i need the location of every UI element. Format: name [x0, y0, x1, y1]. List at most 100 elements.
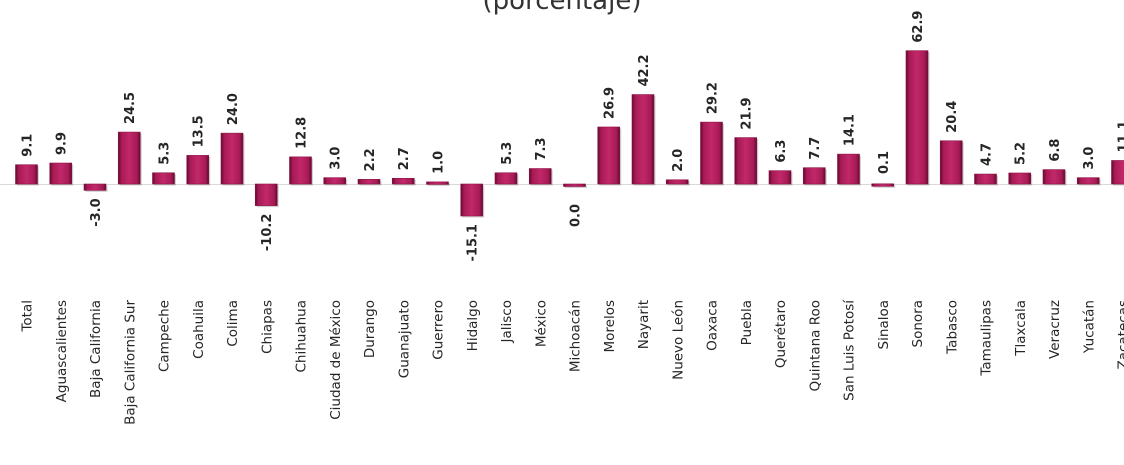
value-label-puebla: 21.9: [740, 97, 755, 129]
bar-jalisco: [494, 172, 518, 185]
category-label-jalisco: Jalisco: [499, 300, 515, 343]
category-label-baja-california-sur: Baja California Sur: [122, 300, 138, 425]
bar-baja-california-sur: [117, 131, 141, 185]
bar-chiapas: [254, 183, 278, 206]
value-label-coahuila: 13.5: [192, 115, 207, 147]
bar-aguascalientes: [49, 162, 73, 185]
bar-coahuila: [186, 155, 210, 185]
value-label-jalisco: 5.3: [500, 142, 515, 165]
bar-guanajuato: [391, 177, 415, 185]
value-label-hidalgo: -15.1: [466, 224, 481, 261]
bar-sinaloa: [871, 183, 895, 187]
value-label-chiapas: -10.2: [260, 214, 275, 251]
bar-veracruz: [1042, 169, 1066, 185]
category-label-san-luis-potosi: San Luis Potosí: [842, 299, 858, 401]
category-label-oaxaca: Oaxaca: [705, 300, 721, 351]
value-labels-group: 9.1 9.9 -3.0 24.5 5.3 13.5 24.0 -10.2 12.8 3.0 2.2…: [21, 11, 1124, 262]
category-label-colima: Colima: [225, 300, 241, 347]
bar-mexico: [528, 168, 552, 185]
bar-hidalgo: [460, 183, 484, 217]
bar-tabasco: [939, 140, 963, 185]
value-label-durango: 2.2: [363, 148, 378, 171]
category-label-campeche: Campeche: [157, 300, 173, 372]
value-label-queretaro: 6.3: [774, 140, 789, 163]
category-label-veracruz: Veracruz: [1047, 300, 1063, 359]
bar-total: [15, 164, 38, 185]
category-label-puebla: Puebla: [739, 300, 755, 345]
value-label-guerrero: 1.0: [432, 151, 447, 174]
value-label-oaxaca: 29.2: [706, 82, 721, 114]
bar-tamaulipas: [974, 173, 997, 185]
category-label-sonora: Sonora: [910, 300, 926, 347]
bar-chihuahua: [289, 156, 312, 185]
category-label-mexico: México: [533, 300, 549, 347]
bar-zacatecas: [1111, 160, 1124, 185]
category-label-coahuila: Coahuila: [191, 300, 207, 359]
bar-yucatan: [1076, 177, 1100, 185]
value-label-total: 9.1: [21, 134, 36, 157]
bar-michoacan: [563, 183, 586, 187]
category-label-total: Total: [20, 300, 36, 333]
value-label-baja-california: -3.0: [89, 198, 104, 226]
value-label-aguascalientes: 9.9: [55, 132, 70, 155]
bar-puebla: [734, 137, 758, 185]
value-label-nuevo-leon: 2.0: [671, 149, 686, 172]
category-label-tlaxcala: Tlaxcala: [1013, 300, 1029, 357]
value-label-tamaulipas: 4.7: [980, 143, 995, 166]
bar-durango: [357, 179, 381, 185]
bar-campeche: [152, 172, 175, 185]
value-label-tabasco: 20.4: [945, 101, 960, 133]
value-label-morelos: 26.9: [603, 87, 618, 119]
category-label-guanajuato: Guanajuato: [396, 300, 412, 378]
bar-nayarit: [631, 94, 655, 185]
value-label-ciudad-de-mexico: 3.0: [329, 147, 344, 170]
value-label-colima: 24.0: [226, 93, 241, 125]
category-label-quintana-roo: Quintana Roo: [807, 300, 823, 391]
category-label-yucatan: Yucatán: [1081, 300, 1097, 354]
category-label-tabasco: Tabasco: [944, 300, 960, 355]
value-label-sonora: 62.9: [911, 11, 926, 43]
category-label-aguascalientes: Aguascalientes: [54, 300, 70, 402]
category-label-chihuahua: Chihuahua: [294, 300, 310, 373]
bar-nuevo-leon: [665, 179, 689, 185]
category-label-guerrero: Guerrero: [431, 300, 447, 360]
bars-group: [15, 50, 1124, 218]
bar-oaxaca: [700, 121, 723, 185]
category-label-tamaulipas: Tamaulipas: [979, 300, 995, 377]
bar-tlaxcala: [1008, 172, 1032, 185]
category-label-queretaro: Querétaro: [773, 300, 789, 368]
value-label-campeche: 5.3: [158, 142, 173, 165]
chart-title: (porcentaje): [482, 0, 642, 16]
category-label-michoacan: Michoacán: [568, 300, 584, 372]
category-label-nayarit: Nayarit: [636, 300, 652, 349]
bar-san-luis-potosi: [837, 153, 860, 185]
category-label-baja-california: Baja California: [88, 300, 104, 398]
category-label-chiapas: Chiapas: [259, 300, 275, 354]
value-label-san-luis-potosi: 14.1: [843, 114, 858, 146]
category-label-zacatecas: Zacatecas: [1116, 300, 1124, 370]
bar-morelos: [597, 126, 621, 185]
bar-colima: [220, 132, 244, 185]
bar-quintana-roo: [802, 167, 826, 185]
value-label-tlaxcala: 5.2: [1014, 142, 1029, 165]
category-label-ciudad-de-mexico: Ciudad de México: [328, 300, 344, 420]
value-label-nayarit: 42.2: [637, 54, 652, 86]
value-label-yucatan: 3.0: [1082, 147, 1097, 170]
value-label-michoacan: 0.0: [569, 204, 584, 227]
category-label-sinaloa: Sinaloa: [876, 300, 892, 349]
value-label-mexico: 7.3: [534, 137, 549, 160]
category-label-nuevo-leon: Nuevo León: [670, 300, 686, 380]
bar-ciudad-de-mexico: [323, 177, 347, 185]
category-label-hidalgo: Hidalgo: [465, 300, 481, 351]
bar-baja-california: [83, 183, 107, 191]
value-label-sinaloa: 0.1: [877, 151, 892, 174]
value-label-zacatecas: 11.1: [1117, 120, 1124, 152]
bar-queretaro: [768, 170, 792, 185]
value-label-baja-california-sur: 24.5: [123, 92, 138, 124]
value-label-chihuahua: 12.8: [295, 117, 310, 149]
bar-guerrero: [426, 181, 449, 185]
value-label-guanajuato: 2.7: [397, 147, 412, 170]
category-label-durango: Durango: [362, 300, 378, 358]
value-label-quintana-roo: 7.7: [808, 137, 823, 160]
